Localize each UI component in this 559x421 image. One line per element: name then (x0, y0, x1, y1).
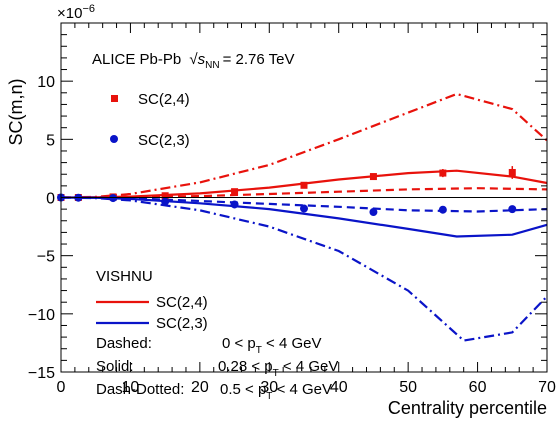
data-point-sc24 (508, 168, 516, 176)
y-tick-label: 0 (46, 191, 55, 208)
x-axis-label: Centrality percentile (388, 398, 547, 418)
data-point-sc23 (230, 200, 239, 209)
data-point-sc23 (161, 197, 170, 206)
data-point-sc24 (300, 181, 308, 189)
data-point-sc23 (369, 208, 378, 217)
legend-dashdot-title: Dash-Dotted: (96, 381, 184, 398)
x-tick-label: 40 (330, 379, 348, 396)
y-tick-label: −10 (28, 307, 55, 324)
model-label: VISHNU (96, 268, 153, 285)
y-multiplier: ×10−6 (57, 3, 95, 22)
x-tick-label: 20 (191, 379, 209, 396)
model-curve-dashed-1 (60, 187, 548, 199)
data-point-sc24 (161, 192, 169, 200)
data-point-sc23 (109, 194, 118, 203)
model-legend-sc23-label: SC(2,3) (156, 315, 208, 332)
legend-solid-title: Solid: (96, 358, 134, 375)
range-dashed: 0 < pT < 4 GeV (222, 335, 322, 356)
x-tick-label: 70 (538, 379, 556, 396)
legend-sc23-marker (110, 135, 118, 143)
x-tick-label: 60 (469, 379, 487, 396)
data-point-sc23 (300, 204, 308, 213)
legend-sc24-marker (111, 95, 118, 102)
x-tick-label: 30 (260, 379, 278, 396)
legend-dashed-title: Dashed: (96, 335, 152, 352)
y-tick-label: 5 (46, 132, 55, 149)
y-tick-label: 10 (37, 74, 55, 91)
data-point-sc23 (508, 205, 517, 214)
data-point-sc24 (231, 188, 239, 196)
y-tick-label: −15 (28, 365, 55, 382)
y-axis-label: SC(m,n) (6, 79, 26, 146)
y-tick-label: −5 (37, 249, 55, 266)
legend-sc24-label: SC(2,4) (138, 91, 190, 108)
experiment-label: ALICE Pb-Pb √sNN = 2.76 TeV (92, 51, 294, 71)
range-solid: 0.28 < pT < 4 GeV (218, 358, 338, 379)
model-legend-sc24-label: SC(2,4) (156, 294, 208, 311)
x-tick-label: 10 (122, 379, 140, 396)
data-point-sc24 (369, 173, 377, 181)
x-tick-label: 0 (57, 379, 66, 396)
model-curve-solid-3 (60, 196, 548, 238)
x-tick-label: 50 (399, 379, 417, 396)
model-curve-dashdot-2 (60, 92, 548, 199)
model-curve-dashdot-5 (60, 196, 548, 342)
data-point-sc23 (438, 205, 447, 214)
legend-sc23-label: SC(2,3) (138, 132, 190, 149)
range-dashdot: 0.5 < pT < 4 GeV (220, 381, 332, 402)
data-point-sc24 (439, 169, 447, 177)
